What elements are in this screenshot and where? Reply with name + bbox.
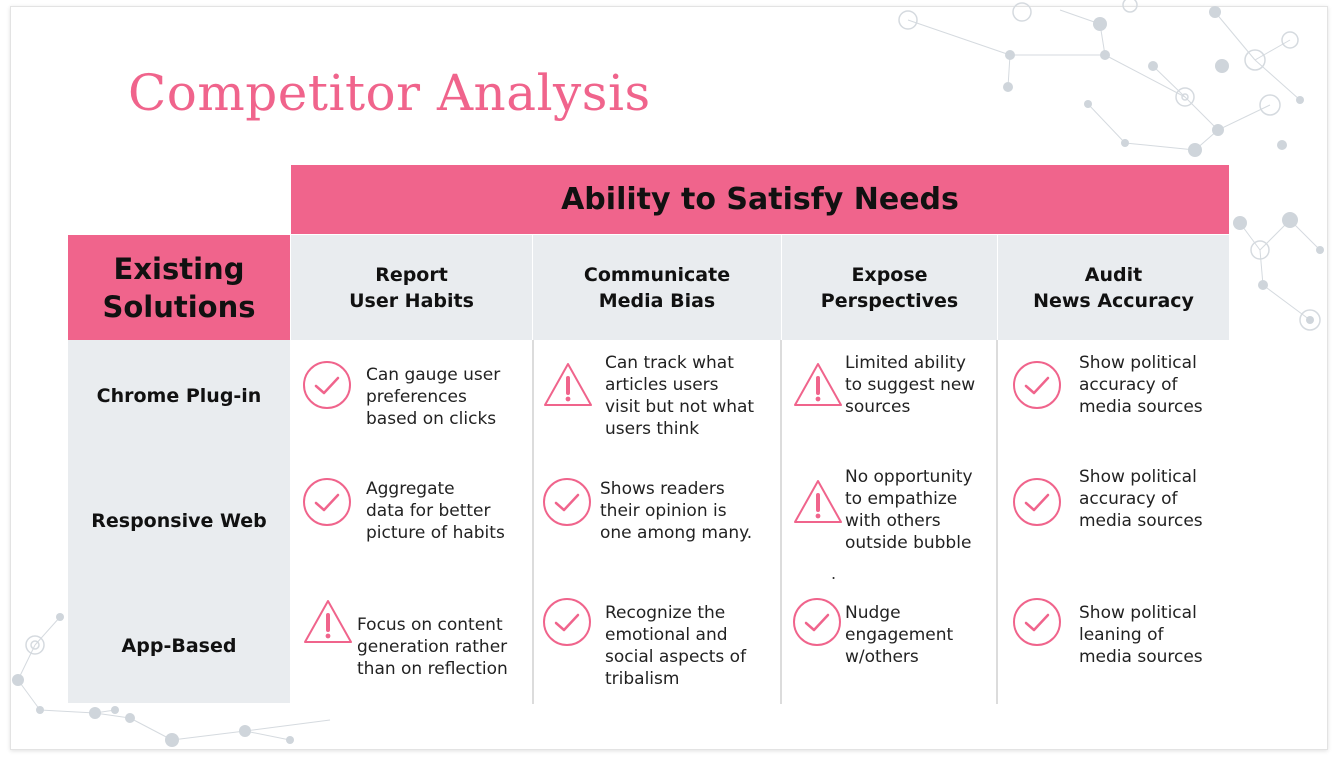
cell-text-line: No opportunity [845, 467, 973, 487]
cell-text-line: accuracy of [1079, 375, 1178, 395]
cell-text-line: with others [845, 511, 941, 531]
cell-text-line: Show political [1079, 467, 1197, 487]
cell-text: Aggregate data for better picture of habit… [366, 478, 505, 544]
cell-text-line: picture of habits [366, 523, 505, 543]
cell-text: Show political accuracy of media sources [1079, 466, 1203, 532]
cell-text-line: Focus on content [357, 615, 503, 635]
row-header-title: Existing Solutions [68, 235, 290, 340]
cell-text-line: media sources [1079, 647, 1203, 667]
cell-text-line: one among many. [600, 523, 753, 543]
cell-text-line: sources [845, 397, 911, 417]
cell-text-line: their opinion is [600, 501, 727, 521]
cell-text-line: Aggregate [366, 479, 455, 499]
column-divider [780, 340, 782, 704]
cell-text-line: media sources [1079, 511, 1203, 531]
cell-text-line: preferences [366, 387, 467, 407]
cell-text: No opportunity to empathize with others out… [845, 466, 973, 554]
column-divider [532, 340, 534, 704]
cell-text: Can gauge user preferences based on clicks [366, 364, 500, 430]
cell-text: Focus on content generation rather than on… [357, 614, 508, 680]
cell-text: Nudge engagement w/others [845, 602, 953, 668]
column-header-audit-news-accuracy: Audit News Accuracy [998, 235, 1229, 340]
cell-text: Limited ability to suggest new sources [845, 352, 975, 418]
cell-text-line: engagement [845, 625, 954, 645]
cell-text-line: based on clicks [366, 409, 497, 429]
cell-text-line: outside bubble [845, 533, 972, 553]
cell-text: Shows readers their opinion is one among m… [600, 478, 752, 544]
slide-title: Competitor Analysis [128, 64, 651, 122]
row-label-chrome-plug-in: Chrome Plug-in [96, 385, 262, 407]
cell-text-line: tribalism [605, 669, 680, 689]
cell-text-line: than on reflection [357, 659, 508, 679]
cell-text-line: to empathize [845, 489, 958, 509]
row-label-responsive-web: Responsive Web [91, 510, 267, 532]
cell-text-line: data for better [366, 501, 491, 521]
column-header-line-2: User Habits [349, 289, 474, 312]
cell-text-line: Limited ability [845, 353, 966, 373]
column-header-line-1: Expose [851, 263, 928, 286]
column-header-line-1: Communicate [583, 263, 731, 286]
row-header-line-2: Solutions [102, 289, 256, 324]
cell-text-line: users think [605, 419, 700, 439]
cell-text-line: accuracy of [1079, 489, 1178, 509]
cell-text: Show political leaning of media sources [1079, 602, 1203, 668]
cell-text-line: emotional and [605, 625, 728, 645]
cell-text-line: Can track what [605, 353, 734, 373]
stray-mark: . [831, 564, 837, 583]
column-header-report-user-habits: Report User Habits [291, 235, 532, 340]
cell-text: Recognize the emotional and social aspects… [605, 602, 746, 690]
cell-text: Can track what articles users visit but no… [605, 352, 754, 440]
cell-text-line: Shows readers [600, 479, 725, 499]
cell-text-line: Can gauge user [366, 365, 501, 385]
column-header-communicate-media-bias: Communicate Media Bias [533, 235, 781, 340]
cell-text-line: Show political [1079, 603, 1197, 623]
cell-text-line: social aspects of [605, 647, 747, 667]
column-header-line-2: News Accuracy [1033, 289, 1194, 312]
row-label-app-based: App-Based [121, 635, 237, 657]
row-label-column [68, 340, 290, 703]
cell-text-line: articles users [605, 375, 719, 395]
cell-text-line: Nudge [845, 603, 901, 623]
cell-text-line: visit but not what [605, 397, 755, 417]
cell-text-line: generation rather [357, 637, 508, 657]
column-header-expose-perspectives: Expose Perspectives [782, 235, 997, 340]
cell-text-line: Recognize the [605, 603, 726, 623]
cell-text-line: w/others [845, 647, 919, 667]
cell-text-line: leaning of [1079, 625, 1164, 645]
cell-text-line: Show political [1079, 353, 1197, 373]
cell-text: Show political accuracy of media sources [1079, 352, 1203, 418]
row-header-line-1: Existing [113, 251, 245, 286]
column-header-line-1: Report [375, 263, 448, 286]
column-header-line-2: Perspectives [820, 289, 959, 312]
column-header-line-2: Media Bias [598, 289, 716, 312]
column-header-line-1: Audit [1084, 263, 1143, 286]
cell-text-line: to suggest new [845, 375, 976, 395]
table-banner: Ability to Satisfy Needs [291, 165, 1229, 234]
column-divider [996, 340, 998, 704]
cell-text-line: media sources [1079, 397, 1203, 417]
